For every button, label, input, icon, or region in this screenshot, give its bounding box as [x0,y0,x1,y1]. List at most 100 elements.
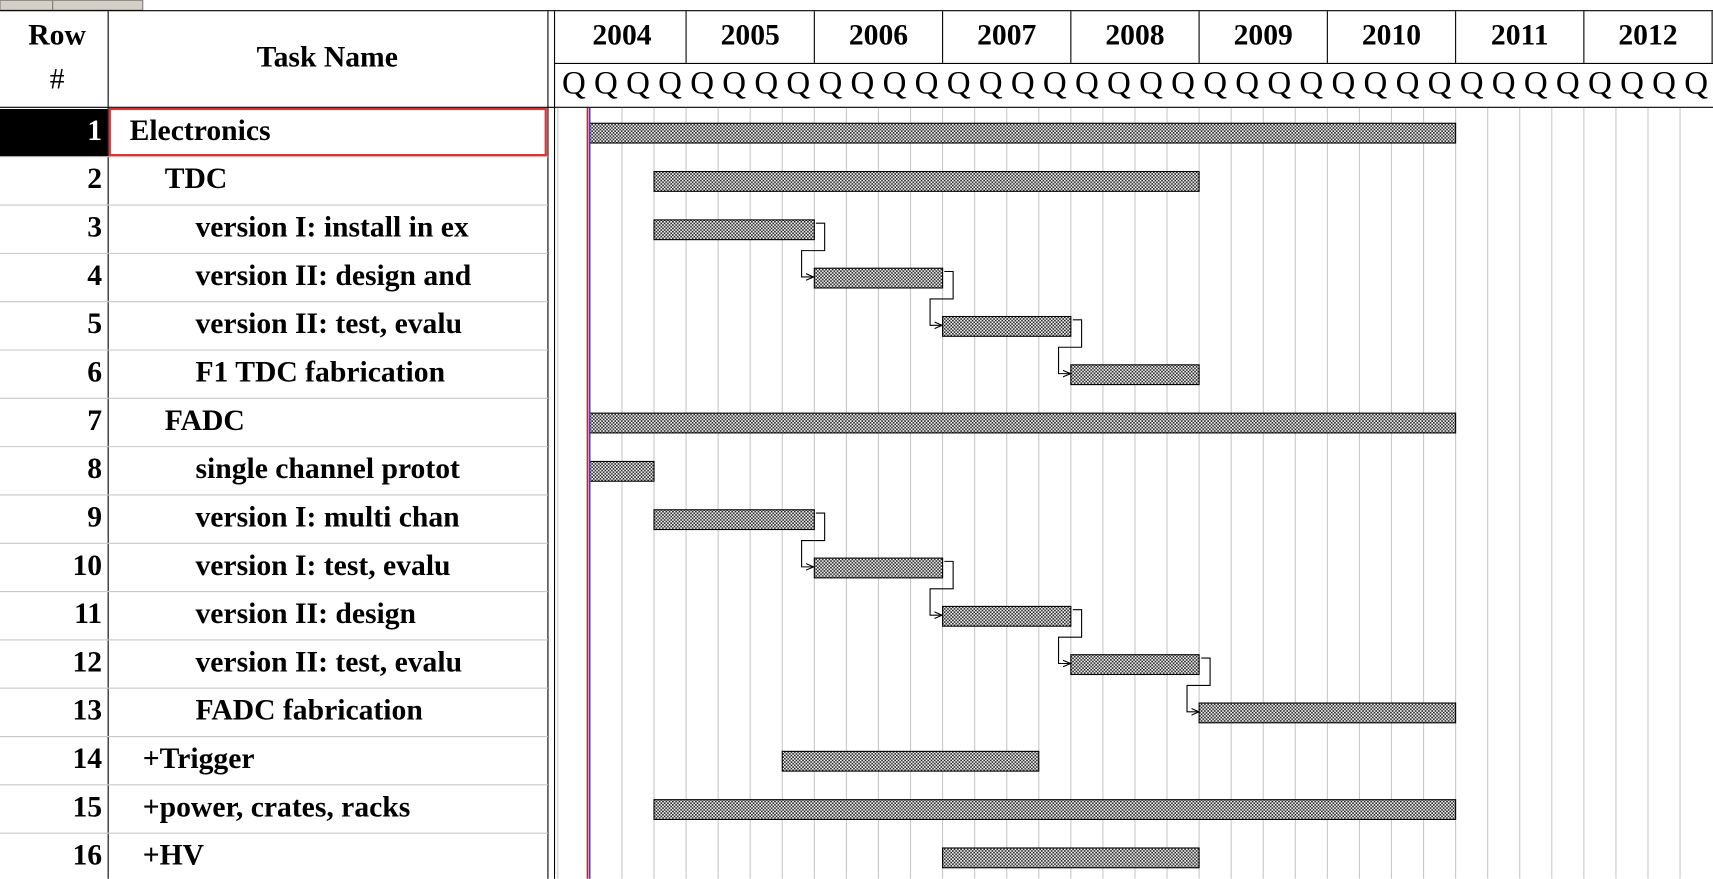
dependency-links [801,222,1211,712]
year-label: 2007 [977,19,1036,51]
row-number: 9 [87,501,102,533]
task-name: FADC fabrication [195,695,423,727]
row-number: 7 [87,405,102,437]
task-bar [653,799,1457,820]
quarter-label: Q [1299,65,1323,101]
quarter-label: Q [658,65,682,101]
quarter-label: Q [1364,65,1388,101]
task-bar [781,750,1040,772]
quarter-label: Q [1235,65,1259,101]
row-number: 11 [74,598,102,630]
quarter-label: Q [818,65,842,101]
quarter-label: Q [1428,65,1452,101]
quarter-label: Q [1492,65,1516,101]
year-label: 2008 [1105,19,1164,51]
task-name: version I: multi chan [195,501,460,533]
row-header: Row [28,19,86,51]
quarter-label: Q [1267,65,1291,101]
task-name: version II: test, evalu [195,646,462,678]
quarter-label: Q [947,65,971,101]
year-label: 2012 [1618,19,1677,51]
quarter-label: Q [1524,65,1548,101]
row-number: 16 [72,840,102,872]
row-number: 3 [87,212,102,244]
row-number: 10 [72,550,102,582]
row-number: 5 [87,308,102,340]
quarter-label: Q [851,65,875,101]
task-name: version I: install in ex [195,212,468,244]
row-number: 8 [87,453,102,485]
quarter-label: Q [1075,65,1099,101]
row-header: # [50,63,65,95]
task-bar [942,847,1200,869]
task-bar [942,315,1072,337]
task-name: version II: design and [195,260,471,292]
task-table: Row # Task Name [0,11,1713,879]
quarter-label: Q [1588,65,1612,101]
quarter-label: Q [594,65,618,101]
quarter-label: Q [1011,65,1035,101]
quarter-label: Q [1396,65,1420,101]
task-name-header: Task Name [257,41,398,73]
task-bar [942,605,1072,627]
task-name: version I: test, evalu [195,550,450,582]
quarter-label: Q [1460,65,1484,101]
row-number: 6 [87,357,102,389]
task-bar [1070,654,1200,676]
task-bar [813,267,944,289]
quarter-label: Q [1620,65,1644,101]
year-label: 2005 [721,19,780,51]
year-label: 2006 [849,19,908,51]
quarter-label: Q [915,65,939,101]
row-number: 12 [72,646,102,678]
task-bar [589,412,1457,434]
quarter-label: Q [883,65,907,101]
year-label: 2010 [1362,19,1421,51]
quarter-label: Q [1556,65,1580,101]
quarter-label: Q [690,65,714,101]
year-label: 2009 [1234,19,1293,51]
quarter-label: Q [1139,65,1163,101]
quarter-label: Q [1043,65,1067,101]
task-name: single channel protot [195,453,460,485]
task-bar [653,171,1200,192]
quarter-label: Q [1107,65,1131,101]
row-number: 13 [72,695,102,727]
task-name: TDC [165,163,228,195]
year-label: 2011 [1491,19,1549,51]
task-name: +power, crates, racks [143,791,411,823]
task-bar [1070,364,1200,386]
row-number: 4 [87,260,102,292]
task-name: F1 TDC fabrication [195,357,445,389]
task-bar [589,122,1457,144]
task-bar [653,219,815,241]
task-bar [653,509,815,531]
quarter-label: Q [1652,65,1676,101]
task-name: version II: test, evalu [195,308,462,340]
tab-strip [0,0,1713,12]
task-bar [813,557,944,579]
task-name: FADC [165,405,245,437]
task-bar [589,460,655,482]
task-name: +HV [143,840,205,872]
quarter-label: Q [722,65,746,101]
quarter-label: Q [626,65,650,101]
selected-row-number [0,108,108,157]
row-number: 15 [72,791,102,823]
quarter-label: Q [1171,65,1195,101]
quarter-label: Q [786,65,810,101]
task-name: +Trigger [143,743,255,775]
selected-cell [108,107,547,157]
row-number: 14 [72,743,102,775]
quarter-label: Q [979,65,1003,101]
quarter-label: Q [562,65,586,101]
task-name: Electronics [130,115,271,147]
row-number: 2 [87,163,102,195]
task-name: version II: design [195,598,416,630]
task-bar [1198,702,1457,724]
quarter-label: Q [754,65,778,101]
row-number: 1 [87,115,102,147]
